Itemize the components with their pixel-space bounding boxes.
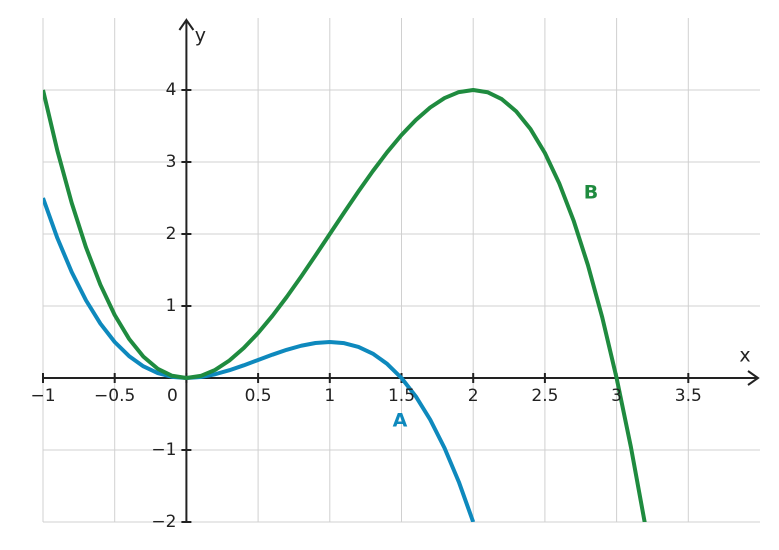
x-tick-label: 2 [468,386,479,406]
y-tick-label: 1 [166,296,177,316]
curve [43,197,476,522]
x-tick-label: −1 [30,386,55,406]
x-tick-label: 1.5 [388,386,415,406]
x-tick-label: 1 [324,386,335,406]
x-tick-label: 2.5 [531,386,558,406]
y-tick-label: 3 [166,152,177,172]
curve-label: A [393,410,408,432]
x-tick-label: −0.5 [94,386,135,406]
x-tick-label: 0 [167,386,178,406]
y-tick-label: 2 [166,224,177,244]
y-tick-label: 4 [166,80,177,100]
y-axis-arrow [178,18,195,31]
y-tick-label: −1 [151,440,176,460]
curve [43,88,647,522]
y-axis-label: y [195,25,206,47]
x-tick-label: 0.5 [245,386,272,406]
x-axis-arrow [747,370,760,386]
curve-label: B [584,182,598,204]
x-tick-label: 3.5 [675,386,702,406]
y-tick-label: −2 [151,512,176,532]
x-tick-label: 3 [611,386,622,406]
x-axis-label: x [739,345,750,367]
